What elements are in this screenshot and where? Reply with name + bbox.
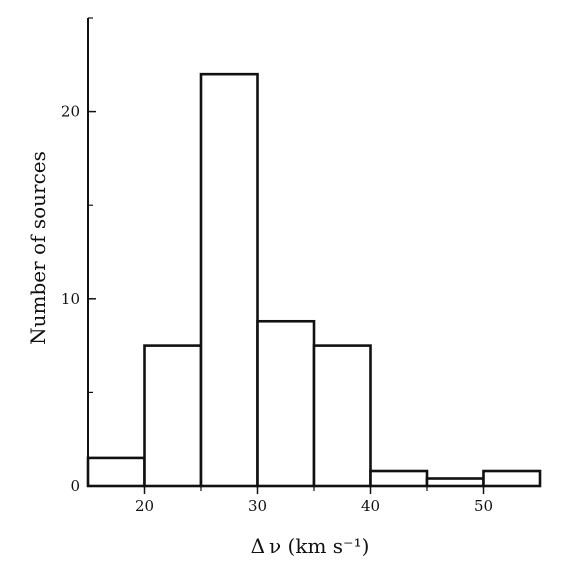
- histogram-bar-35-40: [312, 344, 372, 488]
- histogram-bar-50-55: [482, 469, 542, 488]
- histogram-bar-15-20: [86, 456, 146, 488]
- x-tick-label: 40: [361, 497, 380, 515]
- histogram-bar-40-45: [369, 469, 429, 488]
- histogram-bars: [86, 72, 542, 488]
- y-axis-title: Number of sources: [26, 151, 50, 345]
- histogram-bar-45-50: [425, 477, 485, 488]
- histogram-bar-20-25: [143, 344, 203, 488]
- ticks: 20 30 40 50 0 10 20: [61, 17, 493, 515]
- x-tick-label: 30: [248, 497, 267, 515]
- y-tick-label: 0: [70, 477, 80, 495]
- y-tick-label: 10: [61, 290, 80, 308]
- histogram-bar-30-35: [256, 319, 316, 488]
- x-axis-title: Δ ν (km s⁻¹): [251, 534, 370, 558]
- x-tick-label: 50: [474, 497, 493, 515]
- y-tick-label: 20: [61, 103, 80, 121]
- x-tick-label: 20: [135, 497, 154, 515]
- histogram-bar-25-30: [199, 72, 259, 488]
